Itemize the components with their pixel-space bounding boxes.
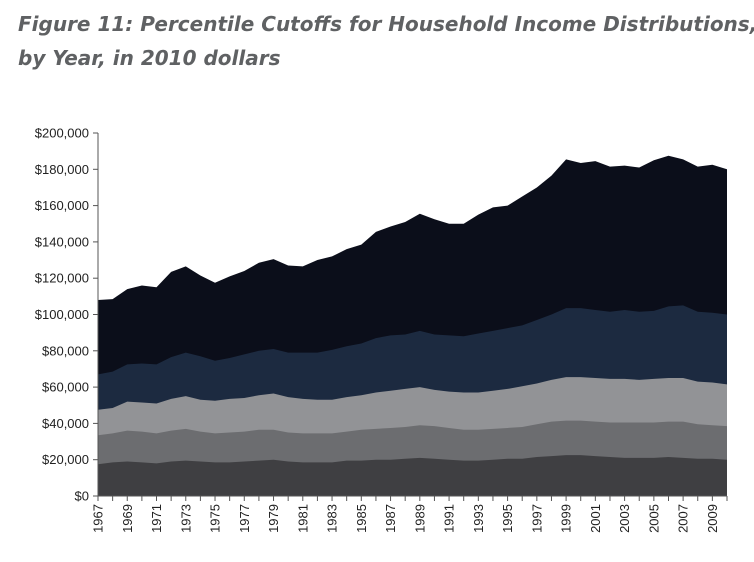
y-tick-label: $60,000	[42, 380, 89, 395]
y-tick-label: $0	[75, 489, 89, 504]
x-tick-label: 1993	[471, 504, 486, 533]
x-tick-label: 1973	[178, 504, 193, 533]
chart-title-line-2: by Year, in 2010 dollars	[18, 46, 281, 70]
x-tick-label: 1995	[500, 504, 515, 533]
x-tick-label: 1997	[529, 504, 544, 533]
y-tick-label: $180,000	[35, 162, 89, 177]
series-area-5	[98, 455, 727, 496]
y-axis-ticks: $0 $20,000 $40,000 $60,000 $80,000 $100,000 $1…	[35, 126, 98, 504]
y-tick-label: $100,000	[35, 307, 89, 322]
x-tick-label: 2003	[617, 504, 632, 533]
x-tick-label: 1991	[442, 504, 457, 533]
x-tick-label: 1979	[266, 504, 281, 533]
x-tick-label: 1983	[325, 504, 340, 533]
y-tick-label: $200,000	[35, 126, 89, 141]
chart-title-line-1: Figure 11: Percentile Cutoffs for Househ…	[18, 12, 754, 36]
x-tick-label: 2005	[646, 504, 661, 533]
x-tick-label: 2007	[676, 504, 691, 533]
x-tick-label: 1967	[91, 504, 106, 533]
y-tick-label: $40,000	[42, 416, 89, 431]
x-tick-label: 1985	[354, 504, 369, 533]
x-tick-label: 1975	[208, 504, 223, 533]
y-tick-label: $20,000	[42, 452, 89, 467]
x-tick-label: 1969	[120, 504, 135, 533]
x-tick-label: 1999	[559, 504, 574, 533]
x-tick-label: 2009	[705, 504, 720, 533]
series-areas	[98, 155, 727, 496]
x-tick-label: 2001	[588, 504, 603, 533]
x-tick-label: 1981	[295, 504, 310, 533]
y-tick-label: $160,000	[35, 198, 89, 213]
x-axis-ticks: 1967 1969 1971 1973 1975 1977 1979 1981 1983 1985…	[91, 496, 728, 533]
y-tick-label: $140,000	[35, 234, 89, 249]
y-tick-label: $80,000	[42, 343, 89, 358]
x-tick-label: 1977	[237, 504, 252, 533]
x-tick-label: 1989	[412, 504, 427, 533]
x-tick-label: 1987	[383, 504, 398, 533]
y-tick-label: $120,000	[35, 271, 89, 286]
x-tick-label: 1971	[149, 504, 164, 533]
